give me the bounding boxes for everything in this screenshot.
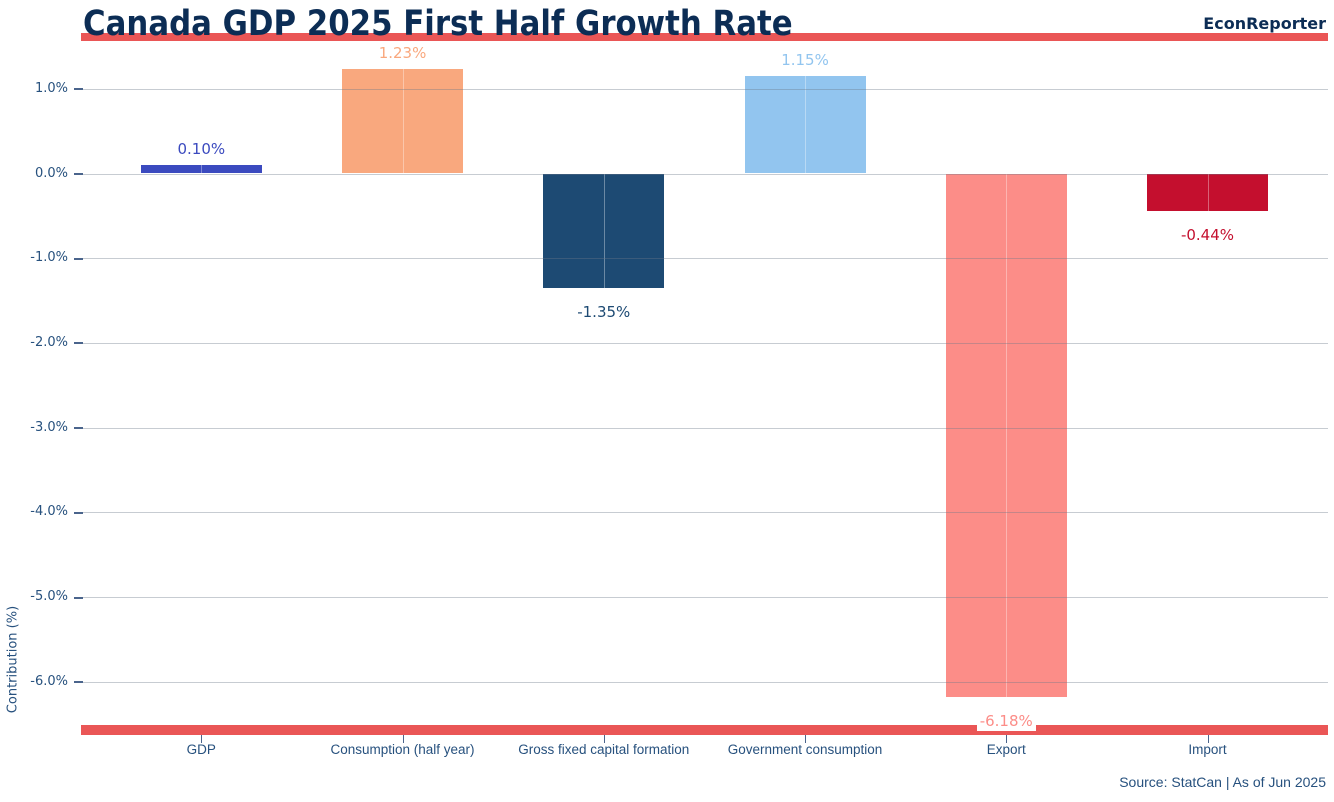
y-tick-label: -6.0%	[30, 673, 68, 689]
bar-export	[945, 173, 1067, 698]
bar-value-label-export: -6.18%	[936, 711, 1076, 732]
y-tick-label: -3.0%	[30, 419, 68, 435]
bar-value-label-import: -0.44%	[1138, 224, 1278, 245]
bar-center-divider	[1006, 173, 1008, 698]
bar-consumption-half-year	[342, 69, 464, 174]
bar-center-divider	[201, 165, 203, 174]
bar-center-divider	[805, 76, 807, 174]
y-tick-label: -4.0%	[30, 504, 68, 520]
bottom-accent-bar	[81, 725, 1328, 735]
x-axis-label-gdp: GDP	[186, 742, 216, 757]
bar-center-divider	[402, 69, 404, 174]
x-tick-mark	[402, 735, 404, 743]
x-axis-label-export: Export	[986, 742, 1026, 757]
gridline--2.0%	[81, 342, 1328, 344]
x-axis-label-consumption-half-year: Consumption (half year)	[330, 742, 475, 757]
gridline--1.0%	[81, 258, 1328, 260]
brand-logo: EconReporter	[1203, 14, 1326, 33]
y-tick-mark	[74, 681, 83, 684]
title-underline-bar	[81, 33, 1328, 41]
gridline--3.0%	[81, 427, 1328, 429]
y-tick-label: -1.0%	[30, 250, 68, 266]
bar-gross-fixed-capital-formation	[543, 173, 665, 288]
bar-value-label-gdp: 0.10%	[131, 139, 271, 160]
x-tick-mark	[603, 735, 605, 743]
x-axis-label-import: Import	[1188, 742, 1227, 757]
y-tick-mark	[74, 511, 83, 514]
gridline-0.0%	[81, 173, 1328, 175]
y-tick-mark	[74, 342, 83, 345]
x-axis-label-gross-fixed-capital-formation: Gross fixed capital formation	[518, 742, 690, 757]
bar-center-divider	[603, 173, 605, 288]
gridline--4.0%	[81, 512, 1328, 514]
bar-value-label-consumption-half-year: 1.23%	[333, 43, 473, 64]
bar-value-label-gross-fixed-capital-formation: -1.35%	[534, 301, 674, 322]
bar-import	[1147, 173, 1268, 211]
y-tick-label: -2.0%	[30, 334, 68, 350]
bar-gdp	[140, 165, 262, 174]
x-axis-label-government-consumption: Government consumption	[727, 742, 883, 757]
x-tick-mark	[1207, 735, 1209, 743]
y-tick-mark	[74, 427, 83, 430]
y-tick-mark	[74, 257, 83, 260]
x-tick-mark	[201, 735, 203, 743]
gridline--5.0%	[81, 597, 1328, 599]
bar-government-consumption	[744, 76, 866, 174]
y-tick-label: 0.0%	[34, 165, 68, 181]
y-tick-label: 1.0%	[34, 80, 68, 96]
y-axis-title: Contribution (%)	[5, 605, 21, 714]
x-tick-mark	[1006, 735, 1008, 743]
y-tick-mark	[74, 173, 83, 175]
chart-title: Canada GDP 2025 First Half Growth Rate	[83, 4, 793, 44]
bar-value-label-government-consumption: 1.15%	[735, 50, 875, 71]
y-tick-mark	[74, 596, 83, 599]
gridline-1.0%	[81, 88, 1328, 90]
y-tick-label: -5.0%	[30, 589, 68, 605]
bar-center-divider	[1207, 173, 1209, 211]
source-caption: Source: StatCan | As of Jun 2025	[1119, 774, 1326, 790]
gridline--6.0%	[81, 681, 1328, 683]
x-tick-mark	[805, 735, 807, 743]
y-tick-mark	[74, 88, 83, 91]
